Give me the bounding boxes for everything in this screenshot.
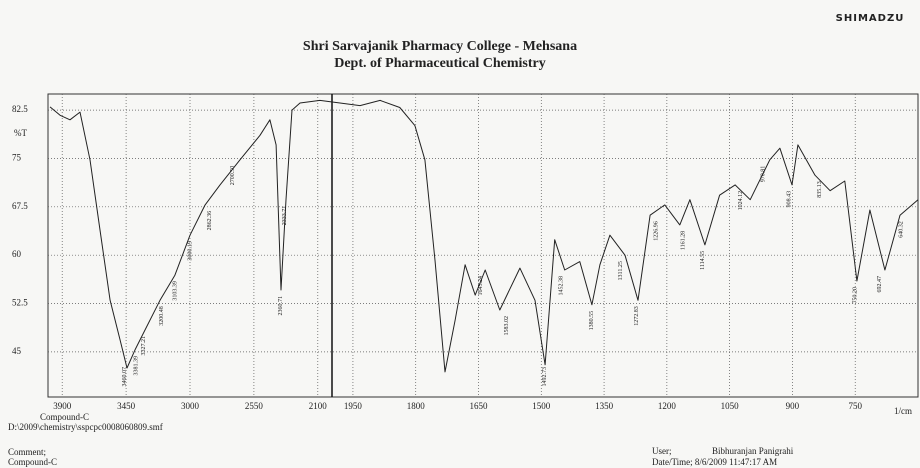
peak-label: 3460.07 <box>122 367 128 387</box>
peak-label: 750.20 <box>853 287 859 304</box>
y-tick-label: 52.5 <box>12 298 28 308</box>
compound: Compound-C <box>40 412 89 422</box>
x-tick-label: 1800 <box>407 401 426 411</box>
x-tick-label: 1200 <box>658 401 677 411</box>
y-tick-label: 67.5 <box>12 201 28 211</box>
user: Bibhuranjan Panigrahi <box>712 446 794 456</box>
peak-label: 3000.19 <box>187 241 193 261</box>
peak-label: 835.13 <box>817 181 823 198</box>
peak-label: 908.43 <box>786 191 792 208</box>
peak-label: 2700.50 <box>230 166 236 186</box>
x-tick-label: 1050 <box>721 401 740 411</box>
peak-label: 2862.36 <box>207 211 213 231</box>
peak-label: 3200.48 <box>159 306 165 326</box>
peak-label: 970.81 <box>761 166 767 183</box>
peak-label: 1452.38 <box>559 276 565 296</box>
x-tick-label: 1650 <box>470 401 489 411</box>
peak-label: 3381.39 <box>133 356 139 376</box>
y-axis-label: %T <box>14 128 27 138</box>
peak-label: 1024.12 <box>738 191 744 211</box>
date-time: Date/Time; 8/6/2009 11:47:17 AM <box>652 457 777 467</box>
x-tick-label: 3450 <box>117 401 136 411</box>
y-tick-label: 82.5 <box>12 104 28 114</box>
file-path: D:\2009\chemistry\sspcpc0008060809.smf <box>8 422 163 432</box>
plot-frame <box>47 93 919 398</box>
y-tick-label: 60 <box>12 249 22 259</box>
x-axis-label: 1/cm <box>894 406 912 416</box>
x-tick-label: 1350 <box>595 401 614 411</box>
peak-label: 1226.96 <box>653 221 659 241</box>
comment-label: Comment; <box>8 447 46 457</box>
peak-label: 1645.24 <box>478 276 484 296</box>
user-label: User; <box>652 446 672 456</box>
peak-label: 1583.02 <box>504 316 510 336</box>
peak-label: 640.32 <box>899 221 905 238</box>
peak-label: 1380.55 <box>589 311 595 331</box>
x-tick-label: 2550 <box>245 401 264 411</box>
y-tick-label: 45 <box>12 346 22 356</box>
x-tick-label: 1500 <box>532 401 551 411</box>
x-tick-label: 1950 <box>344 401 363 411</box>
peak-label: 2333.71 <box>282 206 288 226</box>
x-tick-label: 900 <box>786 401 800 411</box>
peak-label: 1311.25 <box>618 261 624 280</box>
x-tick-label: 3900 <box>53 401 72 411</box>
peak-label: 2360.71 <box>278 296 284 316</box>
x-tick-label: 3000 <box>181 401 200 411</box>
peak-label: 3103.39 <box>173 281 179 301</box>
chart-title: Shri Sarvajanik Pharmacy College - Mehsa… <box>303 39 577 54</box>
x-tick-label: 750 <box>848 401 862 411</box>
chart-subtitle: Dept. of Pharmaceutical Chemistry <box>334 56 546 71</box>
y-tick-label: 75 <box>12 153 22 163</box>
peak-label: 1161.28 <box>681 231 687 250</box>
peak-label: 1114.55 <box>700 251 706 270</box>
peak-label: 3327.21 <box>141 336 147 356</box>
logo: SHIMADZU <box>836 13 905 24</box>
comment-value: Compound-C <box>8 457 57 467</box>
peak-label: 692.47 <box>877 276 883 293</box>
peak-label: 1272.83 <box>634 306 640 326</box>
x-tick-label: 2100 <box>309 401 328 411</box>
spectrum-line <box>49 99 919 373</box>
peak-label: 1492.73 <box>542 367 548 387</box>
